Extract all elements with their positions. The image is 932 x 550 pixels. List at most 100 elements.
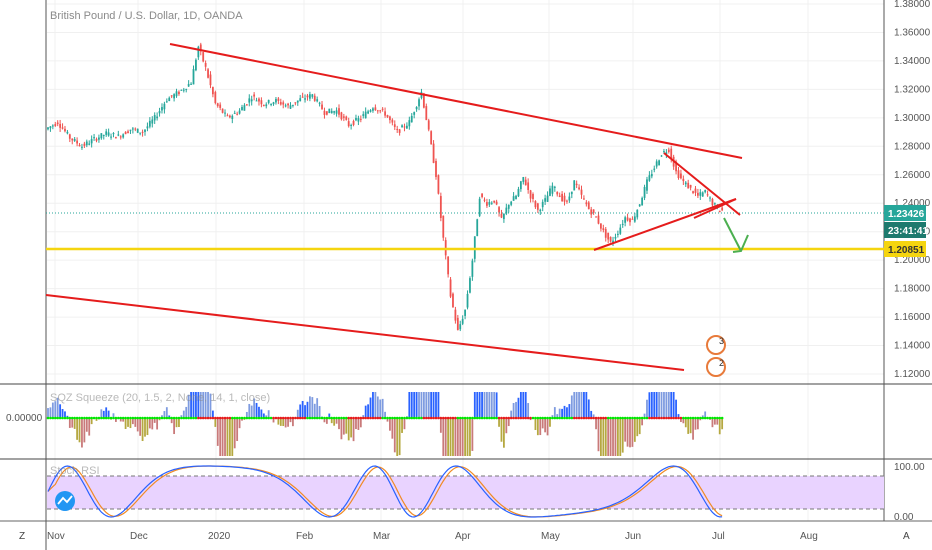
candle-body (282, 102, 285, 105)
squeeze-bar (592, 414, 595, 418)
squeeze-dot (650, 416, 654, 420)
squeeze-bar (498, 418, 500, 427)
candle-body (122, 134, 125, 138)
candle-body (110, 136, 112, 138)
squeeze-dot (565, 416, 569, 420)
candle-body (107, 132, 110, 136)
candle-body (456, 317, 459, 330)
squeeze-dot (524, 416, 528, 420)
squeeze-bar (311, 397, 314, 418)
squeeze-bar (105, 407, 108, 418)
candle-body (626, 217, 629, 221)
squeeze-bar (340, 418, 343, 440)
candle-body (665, 152, 668, 155)
squeeze-bar (253, 398, 256, 418)
candle-body (415, 107, 418, 110)
squeeze-dot (240, 416, 244, 420)
squeeze-dot (73, 416, 76, 420)
squeeze-zero-label: 0.00000 (6, 413, 43, 424)
squeeze-bar (495, 392, 498, 418)
squeeze-bar (61, 409, 64, 418)
squeeze-dot (344, 416, 348, 420)
squeeze-bar (100, 409, 103, 418)
squeeze-dot (572, 416, 576, 420)
candle-body (284, 105, 287, 107)
candle-body (529, 190, 532, 199)
squeeze-dot (614, 416, 617, 420)
event-badges[interactable]: 3 2 (706, 335, 726, 377)
candle-body (100, 133, 103, 139)
squeeze-dot (97, 416, 101, 420)
squeeze-dot (155, 416, 159, 420)
candle-body (105, 131, 108, 135)
squeeze-dot (563, 416, 566, 420)
candle-body (536, 203, 539, 210)
squeeze-bar (122, 418, 125, 422)
zoom-button[interactable]: Z (19, 531, 25, 542)
squeeze-bar (684, 418, 687, 428)
squeeze-bar (483, 392, 486, 418)
candle-body (546, 195, 549, 202)
candle-body (655, 161, 658, 167)
squeeze-bar (616, 418, 619, 456)
squeeze-bar (675, 399, 677, 418)
candle-body (129, 129, 132, 131)
x-tick-label: Dec (130, 531, 148, 542)
auto-scale-button[interactable]: A (903, 531, 910, 542)
squeeze-bar (522, 392, 525, 418)
squeeze-bar (461, 418, 464, 456)
candle-body (386, 115, 389, 118)
squeeze-dot (112, 416, 115, 420)
candle-body (488, 202, 491, 205)
squeeze-bar (195, 392, 197, 418)
candle-body (476, 219, 479, 237)
candle-body (461, 318, 464, 324)
candle-body (522, 177, 525, 182)
squeeze-dot (223, 416, 227, 420)
squeeze-bar (328, 413, 331, 418)
squeeze-dot (352, 416, 355, 420)
candle-body (90, 139, 93, 144)
squeeze-bar (221, 418, 224, 456)
candle-body (231, 115, 234, 119)
y-tick-label: 1.36000 (894, 27, 931, 38)
squeeze-bar (255, 402, 258, 418)
event-badge-icon[interactable] (706, 357, 726, 377)
squeeze-dot (594, 416, 598, 420)
time-axis[interactable]: Nov Dec 2020 Feb Mar Apr May Jun Jul Aug (47, 531, 818, 542)
squeeze-bar (653, 392, 656, 418)
squeeze-bar (212, 410, 214, 418)
candle-body (495, 201, 498, 205)
candle-body (410, 115, 413, 123)
squeeze-dot (456, 416, 460, 420)
squeeze-dot (68, 416, 72, 420)
candle-body (275, 98, 277, 103)
candle-body (245, 104, 248, 106)
squeeze-dot (480, 416, 484, 420)
squeeze-dot (374, 416, 377, 420)
squeeze-dot (218, 416, 222, 420)
candle-body (403, 126, 406, 128)
squeeze-dot (512, 416, 515, 420)
candle-body (503, 213, 505, 220)
squeeze-dot (720, 416, 724, 420)
squeeze-bar (716, 418, 719, 425)
candle-body (321, 104, 323, 110)
squeeze-bar (449, 418, 452, 456)
event-badge-icon[interactable] (706, 335, 726, 355)
candle-body (641, 197, 644, 206)
candle-body (430, 131, 433, 145)
squeeze-bar (517, 397, 520, 418)
candle-body (134, 128, 137, 130)
squeeze-dot (311, 416, 314, 420)
squeeze-dot (216, 416, 220, 420)
triangle-apex-line (693, 198, 737, 219)
candle-body (241, 106, 243, 111)
squeeze-dot (359, 416, 363, 420)
squeeze-dot (434, 416, 438, 420)
candle-body (614, 236, 617, 239)
squeeze-dot (182, 416, 186, 420)
squeeze-bar (626, 418, 629, 447)
squeeze-bar (624, 418, 627, 442)
